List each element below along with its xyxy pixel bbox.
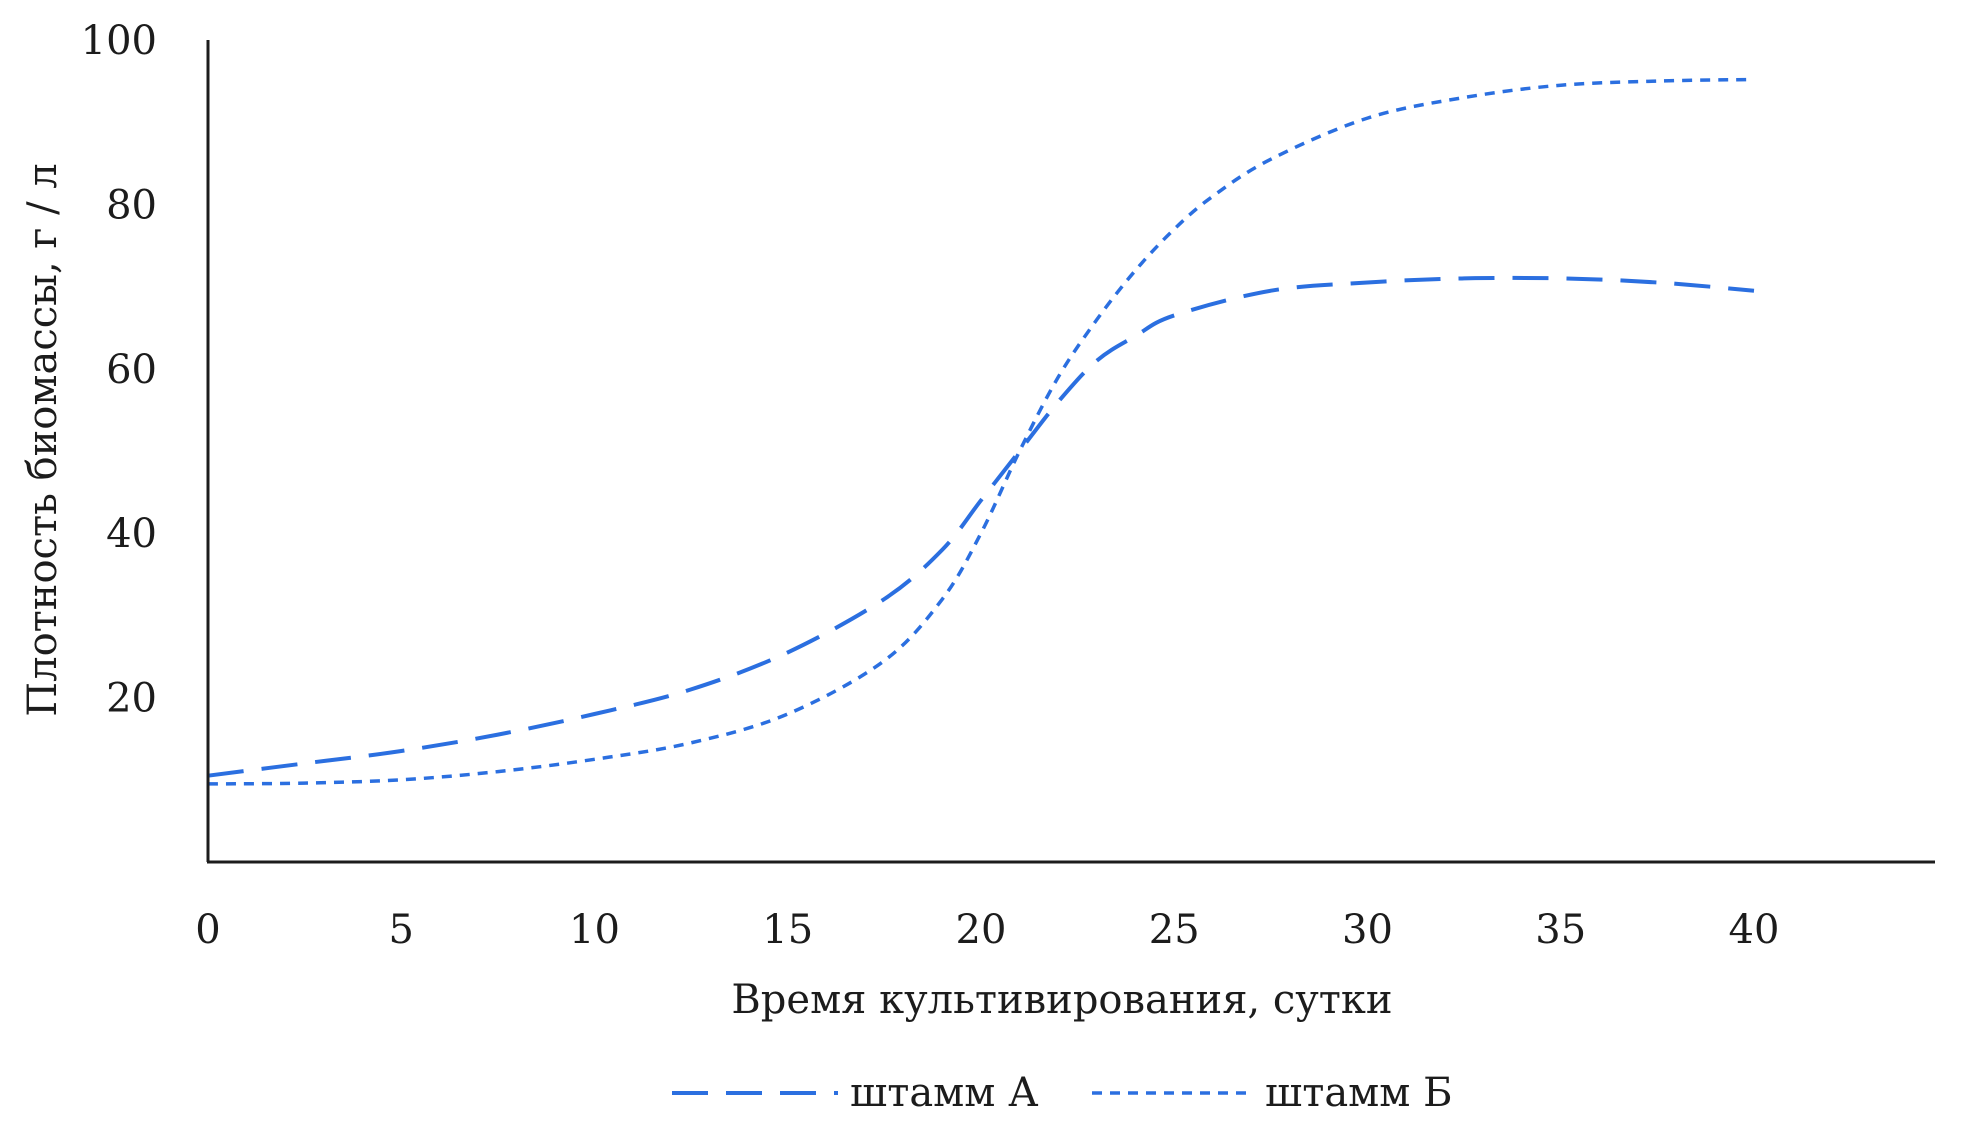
x-tick-label: 5 (389, 907, 414, 953)
y-tick-label: 60 (106, 347, 157, 393)
series-line-b (207, 77, 1755, 786)
y-tick-label: 20 (106, 676, 157, 722)
plot-area (207, 77, 1755, 786)
y-tick-labels: 20 40 60 80 100 (81, 18, 157, 722)
x-tick-label: 30 (1342, 907, 1393, 953)
y-axis-title: Плотность биомассы, г / л (20, 163, 66, 716)
series-line-a (207, 275, 1755, 778)
x-tick-label: 40 (1729, 907, 1780, 953)
legend-label: штамм А (850, 1070, 1038, 1116)
x-tick-label: 0 (195, 907, 220, 953)
y-tick-label: 80 (106, 182, 157, 228)
legend-item: штамм А (672, 1070, 1038, 1116)
legend-label: штамм Б (1265, 1070, 1453, 1116)
x-tick-label: 35 (1535, 907, 1586, 953)
x-axis-title: Время культивирования, сутки (731, 977, 1392, 1023)
x-tick-label: 15 (762, 907, 813, 953)
x-tick-label: 20 (956, 907, 1007, 953)
x-tick-labels: 0 5 10 15 20 25 30 35 40 (195, 907, 1779, 953)
legend-item: штамм Б (1092, 1070, 1453, 1116)
y-tick-label: 100 (81, 18, 157, 64)
x-tick-label: 25 (1149, 907, 1200, 953)
y-tick-label: 40 (106, 511, 157, 557)
x-tick-label: 10 (569, 907, 620, 953)
legend: штамм А штамм Б (672, 1070, 1453, 1116)
